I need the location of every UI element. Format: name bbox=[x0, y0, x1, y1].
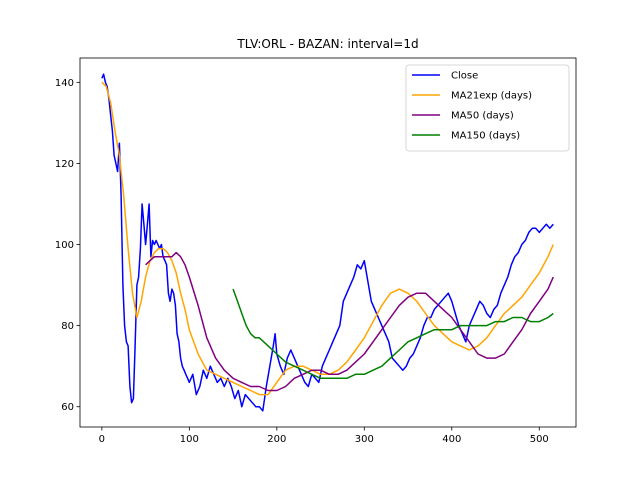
x-tick-label-4: 400 bbox=[442, 434, 461, 445]
legend-label-1: MA21exp (days) bbox=[451, 91, 532, 102]
chart-title: TLV:ORL - BAZAN: interval=1d bbox=[236, 37, 418, 51]
y-tick-label-0: 60 bbox=[61, 402, 74, 413]
y-tick-label-4: 140 bbox=[55, 78, 74, 89]
x-tick-label-5: 500 bbox=[530, 434, 549, 445]
y-tick-label-2: 100 bbox=[55, 240, 74, 251]
x-tick-label-2: 200 bbox=[267, 434, 286, 445]
legend-label-3: MA150 (days) bbox=[451, 131, 520, 142]
x-tick-label-1: 100 bbox=[180, 434, 199, 445]
x-tick-label-3: 300 bbox=[355, 434, 374, 445]
y-tick-label-1: 80 bbox=[61, 321, 74, 332]
legend: Close MA21exp (days) MA50 (days) MA150 (day… bbox=[406, 65, 569, 151]
x-tick-label-0: 0 bbox=[99, 434, 105, 445]
y-tick-label-3: 120 bbox=[55, 159, 74, 170]
series-line-3 bbox=[233, 289, 553, 378]
legend-label-2: MA50 (days) bbox=[451, 111, 514, 122]
legend-label-0: Close bbox=[451, 71, 478, 82]
